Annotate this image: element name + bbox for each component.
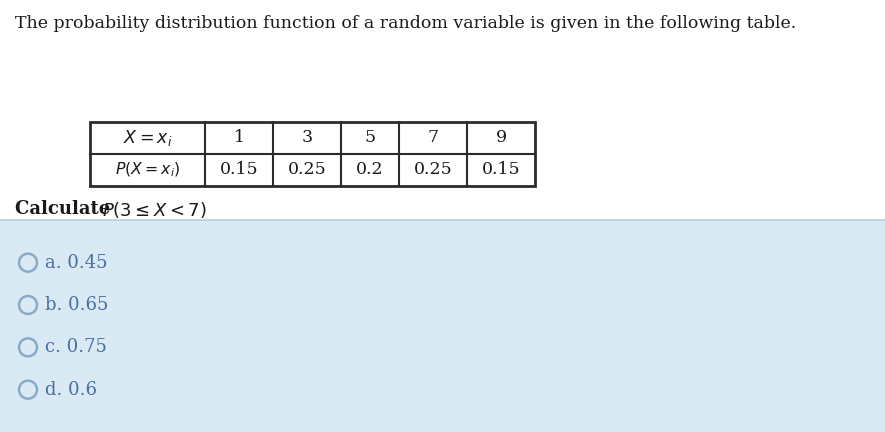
Text: 0.25: 0.25: [288, 162, 327, 178]
Text: 0.15: 0.15: [481, 162, 520, 178]
Text: 0.25: 0.25: [413, 162, 452, 178]
Text: 9: 9: [496, 130, 506, 146]
Text: d. 0.6: d. 0.6: [45, 381, 97, 399]
Text: a. 0.45: a. 0.45: [45, 254, 107, 272]
Text: b. 0.65: b. 0.65: [45, 296, 108, 314]
Text: 1: 1: [234, 130, 244, 146]
Bar: [90, 122, 535, 186]
Bar: [90, 122, 535, 186]
Text: 0.15: 0.15: [219, 162, 258, 178]
Text: c. 0.75: c. 0.75: [45, 338, 107, 356]
Text: 0.2: 0.2: [356, 162, 384, 178]
Bar: [0, 0, 885, 220]
Text: 5: 5: [365, 130, 375, 146]
Text: 7: 7: [427, 130, 439, 146]
Text: $P(X = x_i)$: $P(X = x_i)$: [115, 161, 181, 179]
Text: The probability distribution function of a random variable is given in the follo: The probability distribution function of…: [15, 15, 796, 32]
Text: $X = x_i$: $X = x_i$: [123, 128, 173, 148]
Text: $P(3 \leq X < 7)$: $P(3 \leq X < 7)$: [102, 200, 207, 220]
Text: 3: 3: [302, 130, 312, 146]
Text: Calculate: Calculate: [15, 200, 117, 218]
